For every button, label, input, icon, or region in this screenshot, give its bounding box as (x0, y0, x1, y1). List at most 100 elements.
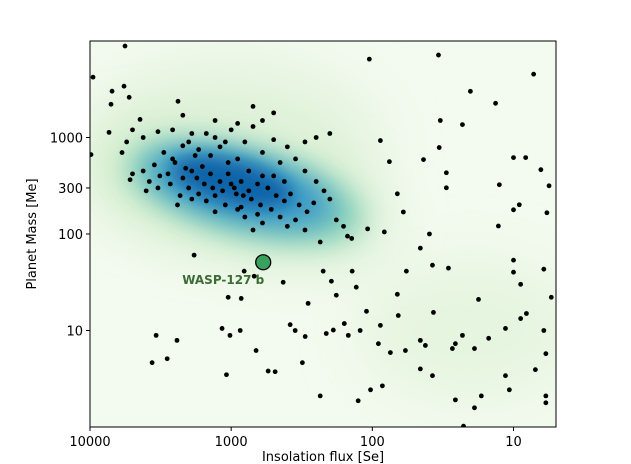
point (330, 327, 336, 333)
point (260, 118, 265, 123)
point (235, 206, 241, 212)
point (377, 138, 383, 143)
point (543, 393, 549, 399)
point (273, 193, 279, 198)
point (333, 217, 339, 223)
y-axis-label: Planet Mass [Me] (25, 178, 40, 289)
point (191, 252, 197, 258)
point (449, 346, 455, 351)
point (302, 227, 308, 233)
point (430, 373, 435, 379)
point (302, 168, 308, 174)
point (155, 185, 161, 191)
point (364, 308, 369, 314)
point (472, 346, 477, 351)
point (126, 94, 132, 100)
point (284, 144, 290, 150)
point (172, 160, 178, 165)
point (140, 135, 146, 140)
point (90, 152, 94, 157)
point (260, 173, 265, 179)
point (421, 157, 426, 163)
point (130, 127, 135, 133)
point (233, 191, 239, 197)
point (476, 297, 481, 302)
point (250, 124, 256, 129)
point (265, 368, 271, 374)
point (511, 257, 516, 263)
point (231, 185, 237, 191)
point (436, 52, 441, 58)
point (460, 332, 465, 338)
point (431, 310, 436, 315)
point (146, 179, 152, 184)
point (355, 398, 361, 404)
point (446, 265, 451, 271)
point (503, 326, 508, 331)
point (170, 127, 175, 133)
x-tick-label: 100 (360, 435, 385, 450)
point (293, 217, 298, 223)
point (121, 83, 127, 89)
point (189, 131, 195, 136)
x-tick-label: 10000 (69, 435, 110, 450)
point (452, 341, 458, 347)
point (248, 196, 254, 202)
point (327, 131, 333, 136)
point (130, 171, 135, 177)
point (437, 118, 443, 123)
highlight-point (255, 254, 272, 271)
point (277, 214, 283, 220)
point (518, 281, 524, 287)
point (503, 373, 508, 379)
point (541, 328, 547, 333)
point (496, 182, 502, 188)
point (277, 160, 283, 165)
point (377, 322, 383, 328)
point (212, 135, 218, 140)
point (155, 129, 161, 135)
point (349, 268, 355, 274)
point (164, 356, 170, 362)
point (161, 150, 167, 155)
point (400, 209, 406, 215)
point (368, 387, 373, 393)
point (255, 181, 260, 187)
point (311, 200, 317, 206)
point (345, 233, 350, 239)
point (189, 168, 195, 174)
point (260, 150, 265, 155)
point (151, 162, 157, 168)
point (495, 223, 501, 229)
point (323, 331, 329, 336)
point (538, 167, 544, 173)
point (228, 127, 234, 133)
y-tick-label: 1000 (50, 132, 83, 147)
point (288, 191, 293, 197)
point (203, 198, 209, 204)
point (246, 188, 252, 194)
point (317, 239, 323, 245)
point (127, 177, 133, 183)
point (302, 334, 308, 339)
point (137, 117, 143, 122)
point (90, 74, 96, 80)
point (548, 294, 554, 300)
point (124, 139, 130, 145)
point (271, 173, 277, 179)
point (192, 153, 198, 158)
point (222, 202, 228, 208)
point (199, 164, 205, 169)
point (280, 279, 286, 285)
point (531, 71, 537, 77)
point (235, 156, 241, 162)
point (271, 137, 277, 143)
point (225, 171, 231, 177)
point (186, 139, 192, 145)
point (357, 328, 363, 333)
point (186, 185, 192, 191)
point (140, 168, 146, 174)
point (175, 98, 181, 104)
point (532, 367, 538, 373)
